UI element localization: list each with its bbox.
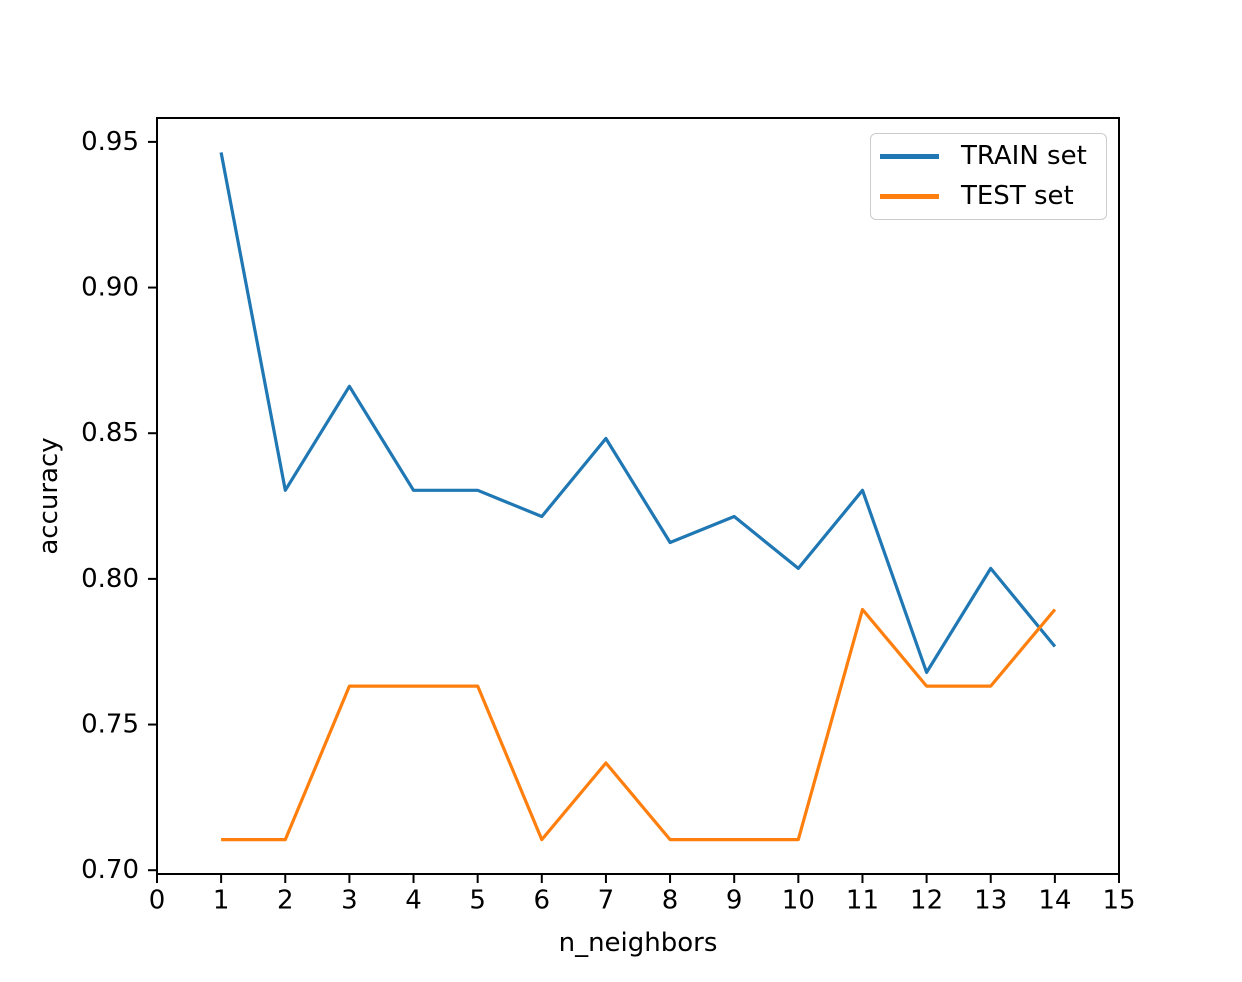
x-axis-label: n_neighbors	[559, 928, 718, 958]
x-tick-label: 12	[910, 885, 943, 915]
legend-label-test: TEST set	[961, 181, 1074, 211]
legend-entry-train: TRAIN set	[880, 136, 1106, 176]
legend-label-train: TRAIN set	[961, 141, 1087, 171]
y-tick-label: 0.90	[81, 273, 139, 303]
y-tick-label: 0.85	[81, 418, 139, 448]
x-tick-label: 13	[974, 885, 1007, 915]
train-line-swatch	[880, 153, 939, 159]
y-tick-label: 0.80	[81, 564, 139, 594]
y-tick-label: 0.95	[81, 127, 139, 157]
y-axis-label: accuracy	[34, 437, 64, 554]
series-lines	[219, 152, 1057, 842]
legend-entry-test: TEST set	[880, 176, 1106, 216]
test-line-swatch	[880, 193, 939, 199]
x-tick-label: 11	[846, 885, 879, 915]
x-tick-label: 10	[782, 885, 815, 915]
y-tick-label: 0.70	[81, 855, 139, 885]
x-tick-label: 2	[277, 885, 294, 915]
y-tick-label: 0.75	[81, 710, 139, 740]
axes-spines	[156, 117, 1120, 875]
y-axis: 0.70 0.75 0.80 0.85 0.90 0.95	[81, 127, 157, 885]
x-tick-label: 3	[341, 885, 358, 915]
x-tick-label: 5	[469, 885, 486, 915]
x-axis: 0 1 2 3 4 5 6 7 8 9 10 11 12 13 14 15	[149, 874, 1136, 915]
x-tick-label: 9	[726, 885, 743, 915]
x-tick-label: 1	[213, 885, 230, 915]
x-tick-label: 8	[662, 885, 679, 915]
x-tick-label: 7	[598, 885, 615, 915]
legend: TRAIN set TEST set	[870, 133, 1107, 220]
train-line	[219, 152, 1057, 675]
x-tick-label: 15	[1102, 885, 1135, 915]
plot-frame	[156, 117, 1120, 875]
x-tick-label: 4	[405, 885, 422, 915]
x-tick-label: 14	[1038, 885, 1071, 915]
test-line	[221, 607, 1057, 842]
x-tick-label: 0	[149, 885, 166, 915]
x-tick-label: 6	[534, 885, 551, 915]
